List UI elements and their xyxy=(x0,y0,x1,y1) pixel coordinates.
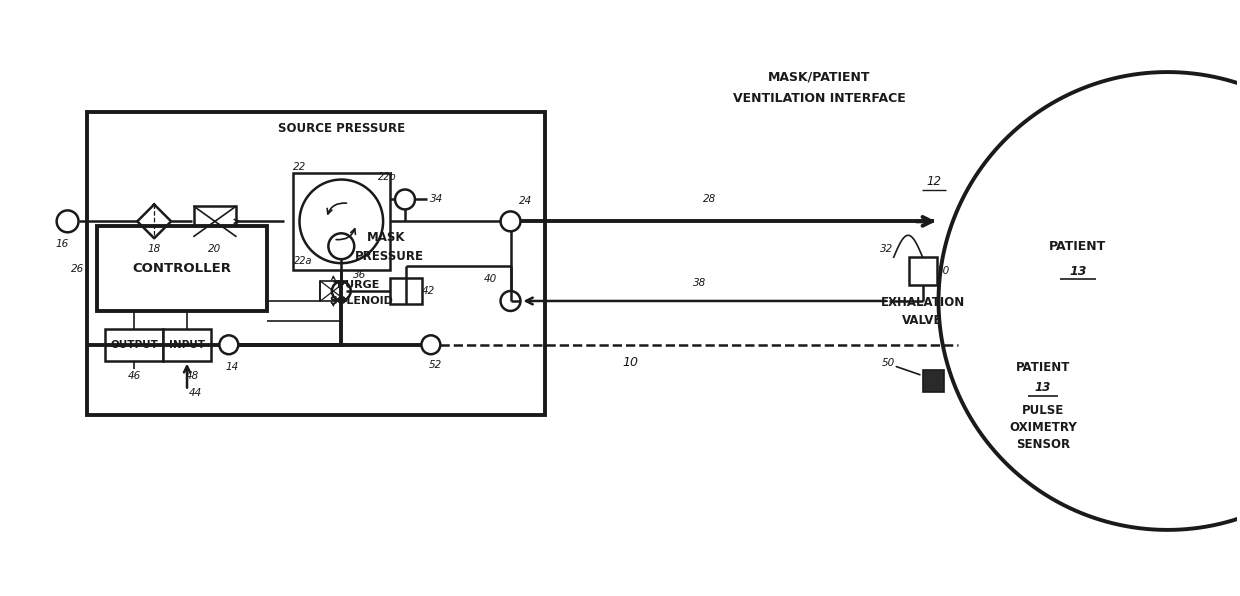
Circle shape xyxy=(396,190,415,209)
Text: SOLENOID: SOLENOID xyxy=(330,296,393,306)
Text: 36: 36 xyxy=(352,270,366,280)
Text: 24: 24 xyxy=(518,197,532,206)
Text: 16: 16 xyxy=(56,239,69,249)
Text: PRESSURE: PRESSURE xyxy=(355,250,424,263)
Text: 22a: 22a xyxy=(294,256,312,266)
Text: 13: 13 xyxy=(1069,265,1086,278)
Circle shape xyxy=(57,210,78,232)
Text: 26: 26 xyxy=(71,263,84,274)
Text: MASK: MASK xyxy=(367,231,405,244)
Text: 12: 12 xyxy=(926,175,941,188)
Circle shape xyxy=(332,281,351,300)
Text: MASK/PATIENT: MASK/PATIENT xyxy=(768,70,870,83)
Circle shape xyxy=(422,336,440,354)
Text: 18: 18 xyxy=(148,244,161,254)
Text: 32: 32 xyxy=(880,244,893,254)
Text: 30: 30 xyxy=(937,266,950,276)
Text: 10: 10 xyxy=(622,356,637,369)
Text: 46: 46 xyxy=(128,371,141,381)
Bar xyxy=(88,112,546,415)
Text: PULSE: PULSE xyxy=(1022,404,1064,417)
Text: VALVE: VALVE xyxy=(903,315,942,327)
Bar xyxy=(164,329,211,361)
Bar xyxy=(98,226,267,311)
Text: OXIMETRY: OXIMETRY xyxy=(1009,421,1076,434)
Bar xyxy=(193,206,236,236)
Text: INPUT: INPUT xyxy=(169,340,205,350)
Text: 40: 40 xyxy=(484,274,497,284)
Text: EXHALATION: EXHALATION xyxy=(880,296,965,309)
Text: CONTROLLER: CONTROLLER xyxy=(133,262,232,275)
Text: 42: 42 xyxy=(423,286,435,296)
Circle shape xyxy=(501,291,521,311)
Text: SOURCE PRESSURE: SOURCE PRESSURE xyxy=(278,122,405,135)
Text: 50: 50 xyxy=(882,358,895,368)
Text: 22: 22 xyxy=(293,162,306,172)
Text: 52: 52 xyxy=(429,360,443,370)
Text: 38: 38 xyxy=(693,278,707,288)
Text: VENTILATION INTERFACE: VENTILATION INTERFACE xyxy=(733,92,905,105)
Circle shape xyxy=(329,233,355,259)
Text: PATIENT: PATIENT xyxy=(1016,361,1070,374)
Text: 48: 48 xyxy=(185,371,198,381)
Circle shape xyxy=(300,179,383,263)
Circle shape xyxy=(501,212,521,231)
Text: 13: 13 xyxy=(1035,381,1052,394)
Bar xyxy=(105,329,164,361)
Text: PURGE: PURGE xyxy=(337,280,379,290)
Text: 44: 44 xyxy=(188,387,202,398)
Text: PATIENT: PATIENT xyxy=(1049,240,1106,253)
Text: 20: 20 xyxy=(208,244,222,254)
Bar xyxy=(320,281,346,301)
Bar xyxy=(909,257,936,285)
Bar xyxy=(293,173,391,270)
Text: 14: 14 xyxy=(226,362,238,372)
Text: OUTPUT: OUTPUT xyxy=(110,340,159,350)
Bar xyxy=(923,370,945,392)
Circle shape xyxy=(219,336,238,354)
Text: 28: 28 xyxy=(703,194,717,204)
Bar xyxy=(391,278,422,304)
Text: SENSOR: SENSOR xyxy=(1016,438,1070,451)
Text: 34: 34 xyxy=(430,194,444,204)
Text: 22b: 22b xyxy=(378,172,397,182)
